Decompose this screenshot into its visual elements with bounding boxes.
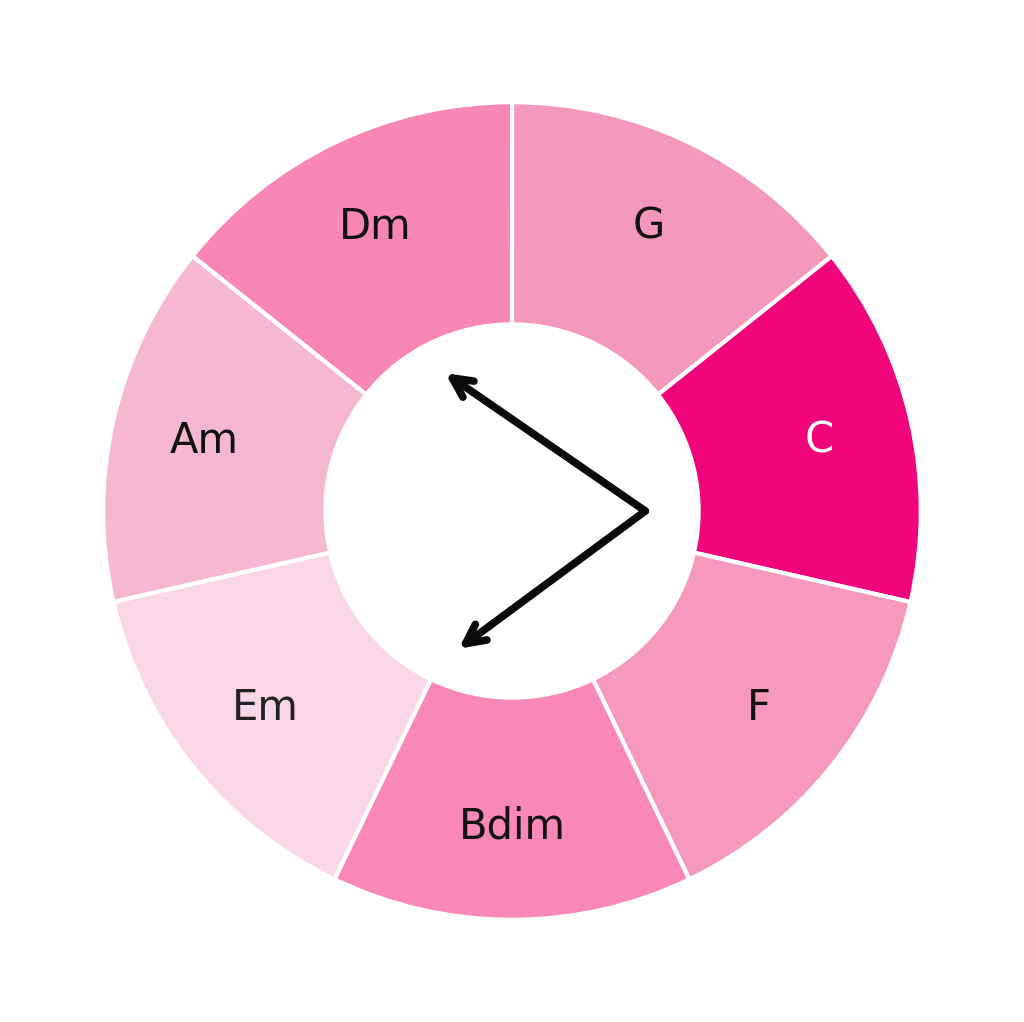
Text: Em: Em	[231, 687, 299, 729]
Wedge shape	[103, 257, 367, 602]
Wedge shape	[193, 102, 512, 394]
Text: C: C	[805, 420, 835, 462]
Wedge shape	[512, 102, 831, 394]
Wedge shape	[658, 257, 921, 602]
Text: Am: Am	[170, 420, 239, 462]
Circle shape	[326, 324, 698, 698]
Text: F: F	[746, 687, 771, 729]
Wedge shape	[335, 680, 689, 920]
Text: Dm: Dm	[339, 205, 412, 247]
Wedge shape	[593, 553, 910, 879]
Text: Bdim: Bdim	[459, 805, 565, 847]
Wedge shape	[114, 553, 431, 879]
Text: G: G	[633, 205, 665, 247]
